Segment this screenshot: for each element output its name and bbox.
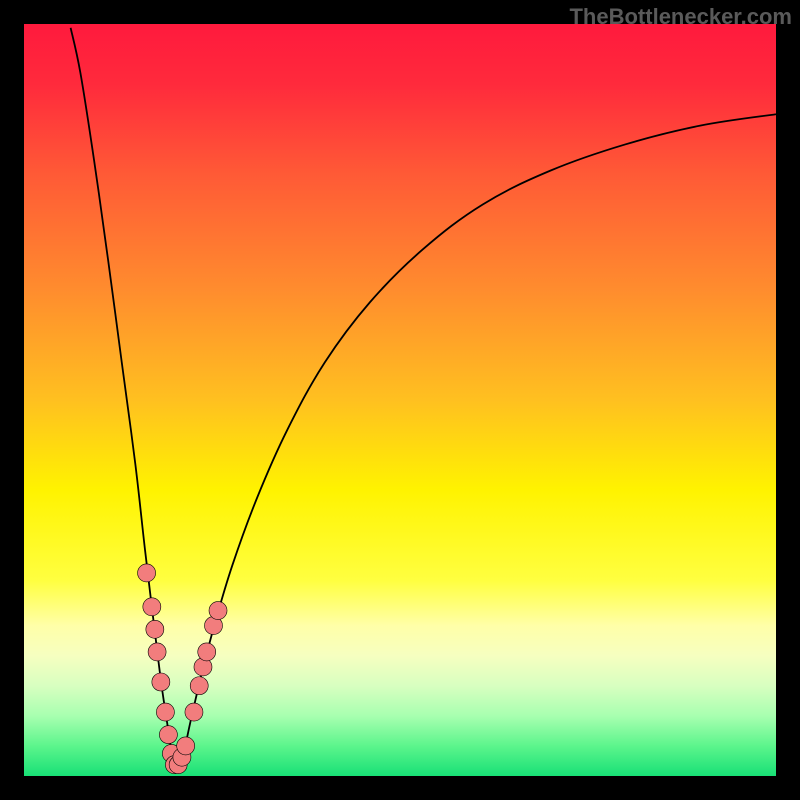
data-marker	[156, 703, 174, 721]
data-marker	[209, 602, 227, 620]
data-marker	[177, 737, 195, 755]
chart-svg	[0, 0, 800, 800]
data-marker	[152, 673, 170, 691]
data-marker	[159, 726, 177, 744]
watermark-text: TheBottlenecker.com	[569, 4, 792, 30]
data-marker	[185, 703, 203, 721]
data-marker	[198, 643, 216, 661]
data-marker	[143, 598, 161, 616]
data-marker	[146, 620, 164, 638]
data-marker	[148, 643, 166, 661]
data-marker	[138, 564, 156, 582]
bottleneck-chart: TheBottlenecker.com	[0, 0, 800, 800]
plot-area	[24, 24, 776, 776]
data-marker	[190, 677, 208, 695]
